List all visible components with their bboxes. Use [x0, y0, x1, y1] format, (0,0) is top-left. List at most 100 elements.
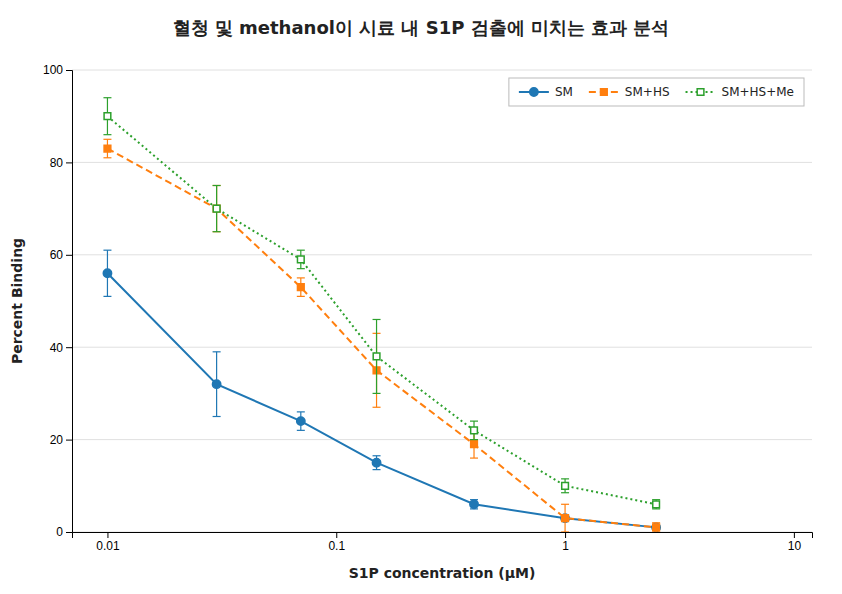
data-layer [103, 98, 660, 532]
legend-item: SM+HS [589, 85, 670, 99]
error-bar-cap [561, 492, 569, 493]
tick-label: 100 [43, 63, 63, 77]
tick: 0 [56, 525, 72, 539]
grid [72, 70, 812, 532]
error-bar [373, 319, 381, 393]
error-bar [213, 186, 221, 232]
tick-mark [565, 532, 566, 538]
point [471, 441, 478, 448]
point [471, 427, 478, 434]
legend-item: SM [519, 85, 573, 99]
tick-mark [66, 255, 72, 256]
tick-mark [794, 532, 795, 538]
error-bar-cap [103, 157, 111, 158]
error-bar-cap [561, 504, 569, 505]
grid-line [72, 254, 812, 255]
error-bar-cap [373, 319, 381, 320]
tick-mark [66, 532, 72, 533]
tick-mark [66, 70, 72, 71]
chart-svg: 혈청 및 methanol이 시료 내 S1P 검출에 미치는 효과 분석 0.0… [0, 0, 842, 594]
x-axis-label: S1P concentration (μM) [349, 565, 536, 581]
point [561, 514, 569, 522]
error-bar [561, 504, 569, 532]
grid-line [72, 162, 812, 163]
error-bar-cap [373, 407, 381, 408]
legend-label: SM [555, 85, 573, 99]
tick-mark [336, 532, 337, 538]
y-axis: 020406080100 [43, 63, 73, 539]
error-bar [652, 523, 660, 532]
point [652, 523, 660, 531]
error-bar-cap [213, 185, 221, 186]
error-bar-cap [297, 250, 305, 251]
tick-mark [107, 532, 108, 538]
error-bar-cap [561, 531, 569, 532]
tick-label: 20 [50, 433, 64, 447]
error-bar-cap [652, 531, 660, 532]
error-bar [213, 186, 221, 232]
error-bar [297, 412, 305, 430]
tick-label: 40 [50, 341, 64, 355]
error-bar-cap [470, 439, 478, 440]
legend-label: SM+HS [625, 85, 670, 99]
tick-label: 0.01 [96, 539, 120, 553]
point [212, 380, 220, 388]
tick-mark [66, 440, 72, 441]
legend-swatch-marker [530, 88, 538, 96]
series-line [107, 116, 656, 504]
point [104, 113, 111, 120]
grid-line [72, 70, 812, 71]
error-bar [373, 456, 381, 470]
error-bar [470, 421, 478, 439]
point [297, 256, 304, 263]
series-line [107, 273, 656, 527]
error-bar [213, 352, 221, 417]
series [103, 139, 660, 532]
chart-title: 혈청 및 methanol이 시료 내 S1P 검출에 미치는 효과 분석 [173, 17, 670, 38]
legend: SM SM+HS SM+HS+Me [509, 78, 804, 106]
legend-swatch-marker [601, 89, 608, 96]
x-axis: 0.01 0.1 1 10 [73, 532, 813, 553]
point [103, 269, 111, 277]
point [372, 459, 380, 467]
point [213, 205, 220, 212]
error-bar-cap [103, 250, 111, 251]
tick-label: 10 [788, 539, 802, 553]
error-bar-cap [373, 455, 381, 456]
axis-line [73, 533, 813, 539]
error-bar-cap [213, 416, 221, 417]
tick: 1 [562, 532, 569, 553]
error-bar-cap [297, 411, 305, 412]
series [103, 98, 660, 509]
tick: 0.1 [328, 532, 345, 553]
tick: 100 [43, 63, 72, 77]
error-bar [297, 278, 305, 296]
error-bar-cap [297, 277, 305, 278]
point [213, 205, 220, 212]
legend-item: SM+HS+Me [686, 85, 794, 99]
error-bar-cap [103, 97, 111, 98]
error-bar-cap [213, 231, 221, 232]
point [562, 482, 569, 489]
error-bar-cap [652, 508, 660, 509]
plot-area: 0.010.1110020406080100S1P concentration … [9, 63, 813, 581]
tick: 20 [50, 433, 72, 447]
tick: 0.01 [96, 532, 120, 553]
axis-line [66, 71, 73, 533]
legend-label: SM+HS+Me [722, 85, 794, 99]
point [373, 353, 380, 360]
series-line [107, 149, 656, 528]
point [470, 500, 478, 508]
error-bar-cap [103, 296, 111, 297]
tick-mark [66, 162, 72, 163]
error-bar-cap [297, 268, 305, 269]
point [297, 417, 305, 425]
legend-swatch-marker [697, 89, 704, 96]
error-bar [297, 250, 305, 268]
error-bar-cap [103, 139, 111, 140]
tick-label: 0.1 [328, 539, 345, 553]
grid-line [72, 439, 812, 440]
tick-label: 1 [562, 539, 569, 553]
tick-label: 0 [56, 525, 63, 539]
tick: 40 [50, 341, 72, 355]
